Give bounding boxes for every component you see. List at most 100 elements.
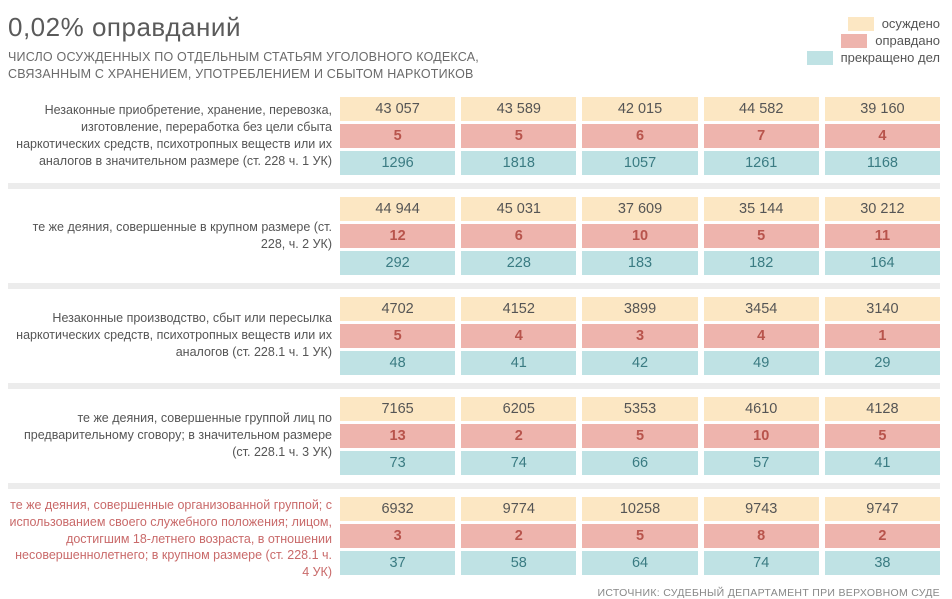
cell: 43 057	[340, 97, 455, 121]
title-block: 0,02% оправданий ЧИСЛО ОСУЖДЕННЫХ ПО ОТД…	[8, 12, 479, 83]
subtitle: ЧИСЛО ОСУЖДЕННЫХ ПО ОТДЕЛЬНЫМ СТАТЬЯМ УГ…	[8, 49, 479, 83]
group-label: те же деяния, совершенные группой лиц по…	[8, 397, 340, 475]
data-row-convicted: 693297741025897439747	[340, 497, 940, 521]
cell: 5	[582, 424, 697, 448]
cell: 64	[582, 551, 697, 575]
cell: 4128	[825, 397, 940, 421]
group-label: Незаконные производство, сбыт или пересы…	[8, 297, 340, 375]
cell: 10	[704, 424, 819, 448]
legend-label-dismissed: прекращено дел	[841, 50, 940, 65]
cell: 10258	[582, 497, 697, 521]
cell: 8	[704, 524, 819, 548]
cell: 44 582	[704, 97, 819, 121]
table-group: те же деяния, совершенные организованной…	[8, 497, 940, 581]
cell: 1261	[704, 151, 819, 175]
cell: 5	[704, 224, 819, 248]
legend: осуждено оправдано прекращено дел	[807, 16, 940, 67]
cell: 58	[461, 551, 576, 575]
cell: 1168	[825, 151, 940, 175]
group-separator	[8, 483, 940, 489]
subtitle-line1: ЧИСЛО ОСУЖДЕННЫХ ПО ОТДЕЛЬНЫМ СТАТЬЯМ УГ…	[8, 50, 479, 64]
cell: 292	[340, 251, 455, 275]
cell: 35 144	[704, 197, 819, 221]
cell: 228	[461, 251, 576, 275]
data-row-convicted: 43 05743 58942 01544 58239 160	[340, 97, 940, 121]
cell: 10	[582, 224, 697, 248]
cell: 1057	[582, 151, 697, 175]
cell: 1296	[340, 151, 455, 175]
swatch-dismissed	[807, 51, 833, 65]
cell: 1	[825, 324, 940, 348]
cell: 7165	[340, 397, 455, 421]
cell: 11	[825, 224, 940, 248]
data-row-convicted: 71656205535346104128	[340, 397, 940, 421]
data-row-acquitted: 1325105	[340, 424, 940, 448]
cell: 9743	[704, 497, 819, 521]
cell: 6	[461, 224, 576, 248]
table-group: те же деяния, совершенные группой лиц по…	[8, 397, 940, 475]
legend-convicted: осуждено	[807, 16, 940, 31]
cell: 5	[340, 324, 455, 348]
cell: 48	[340, 351, 455, 375]
cell: 37	[340, 551, 455, 575]
cell: 5	[340, 124, 455, 148]
data-row-acquitted: 54341	[340, 324, 940, 348]
group-separator	[8, 383, 940, 389]
group-data: 693297741025897439747325823758647438	[340, 497, 940, 581]
cell: 5	[461, 124, 576, 148]
cell: 74	[461, 451, 576, 475]
source-note: ИСТОЧНИК: СУДЕБНЫЙ ДЕПАРТАМЕНТ ПРИ ВЕРХО…	[8, 587, 940, 599]
cell: 3454	[704, 297, 819, 321]
cell: 3	[340, 524, 455, 548]
subtitle-line2: СВЯЗАННЫМ С ХРАНЕНИЕМ, УПОТРЕБЛЕНИЕМ И С…	[8, 67, 474, 81]
cell: 1818	[461, 151, 576, 175]
cell: 4	[704, 324, 819, 348]
group-label: те же деяния, совершенные организованной…	[8, 497, 340, 581]
cell: 41	[825, 451, 940, 475]
data-row-acquitted: 32582	[340, 524, 940, 548]
cell: 4702	[340, 297, 455, 321]
group-separator	[8, 183, 940, 189]
cell: 5	[582, 524, 697, 548]
data-row-dismissed: 375864 7438	[340, 551, 940, 575]
cell: 38	[825, 551, 940, 575]
cell: 44 944	[340, 197, 455, 221]
legend-acquitted: оправдано	[807, 33, 940, 48]
cell: 3	[582, 324, 697, 348]
cell: 4	[825, 124, 940, 148]
group-separator	[8, 283, 940, 289]
cell: 2	[825, 524, 940, 548]
data-table: Незаконные приобретение, хранение, перев…	[8, 97, 940, 581]
data-row-dismissed: 292228183182164	[340, 251, 940, 275]
cell: 37 609	[582, 197, 697, 221]
cell: 182	[704, 251, 819, 275]
swatch-convicted	[848, 17, 874, 31]
cell: 41	[461, 351, 576, 375]
table-group: Незаконные производство, сбыт или пересы…	[8, 297, 940, 375]
data-row-convicted: 44 94445 03137 60935 14430 212	[340, 197, 940, 221]
cell: 42 015	[582, 97, 697, 121]
cell: 9747	[825, 497, 940, 521]
cell: 57	[704, 451, 819, 475]
cell: 49	[704, 351, 819, 375]
group-label: Незаконные приобретение, хранение, перев…	[8, 97, 340, 175]
cell: 66	[582, 451, 697, 475]
cell: 13	[340, 424, 455, 448]
cell: 3140	[825, 297, 940, 321]
cell: 6932	[340, 497, 455, 521]
group-data: 47024152389934543140543414841424929	[340, 297, 940, 375]
cell: 2	[461, 424, 576, 448]
legend-label-convicted: осуждено	[882, 16, 940, 31]
cell: 5353	[582, 397, 697, 421]
cell: 29	[825, 351, 940, 375]
legend-label-acquitted: оправдано	[875, 33, 940, 48]
cell: 4152	[461, 297, 576, 321]
cell: 45 031	[461, 197, 576, 221]
data-row-acquitted: 12610511	[340, 224, 940, 248]
cell: 5	[825, 424, 940, 448]
table-group: те же деяния, совершенные в крупном разм…	[8, 197, 940, 275]
cell: 43 589	[461, 97, 576, 121]
cell: 74	[704, 551, 819, 575]
data-row-dismissed: 4841424929	[340, 351, 940, 375]
data-row-acquitted: 55674	[340, 124, 940, 148]
